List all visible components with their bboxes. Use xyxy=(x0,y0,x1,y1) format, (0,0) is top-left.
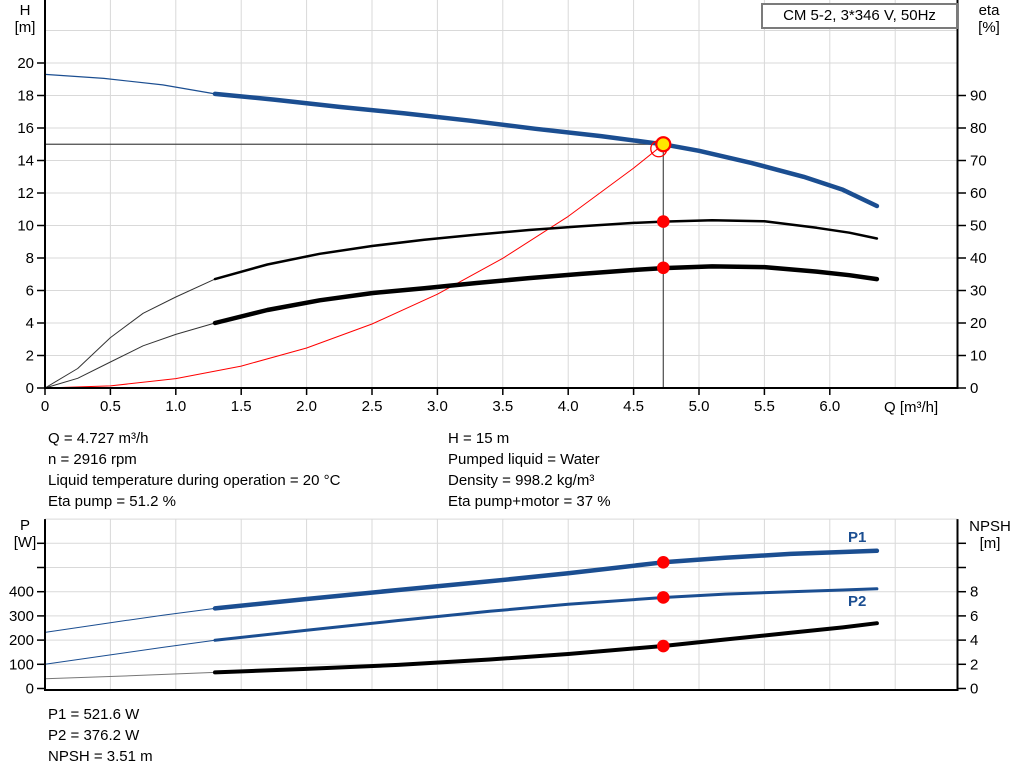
operating-dot xyxy=(656,261,670,275)
npsh-curve xyxy=(213,621,879,675)
eta-axis-title-line1: eta xyxy=(978,2,1000,19)
eta-tick-label: 20 xyxy=(970,315,987,332)
eta-pump-extension xyxy=(44,278,216,389)
info-flow: Q = 4.727 m³/h xyxy=(48,430,149,447)
result-p1: P1 = 521.6 W xyxy=(48,706,140,723)
result-p2: P2 = 376.2 W xyxy=(48,727,140,744)
q-tick-label: 3.0 xyxy=(427,398,448,415)
q-tick-label: 6.0 xyxy=(819,398,840,415)
eta-tick-label: 10 xyxy=(970,348,987,365)
h-tick-label: 2 xyxy=(26,348,34,365)
h-tick-label: 18 xyxy=(17,88,34,105)
eta-tick-label: 80 xyxy=(970,120,987,137)
q-tick-label: 1.5 xyxy=(231,398,252,415)
p2-extension xyxy=(44,639,216,665)
eta-tick-label: 50 xyxy=(970,218,987,235)
p1-curve xyxy=(212,548,880,611)
q-tick-label: 4.0 xyxy=(558,398,579,415)
h-tick-label: 10 xyxy=(17,218,34,235)
p2-curve xyxy=(213,587,879,642)
h-tick-label: 4 xyxy=(26,315,34,332)
eta-tick-label: 90 xyxy=(970,88,987,105)
h-tick-label: 14 xyxy=(17,153,34,170)
h-tick-label: 20 xyxy=(17,55,34,72)
system-curve xyxy=(44,143,664,389)
eta-tick-label: 60 xyxy=(970,185,987,202)
npsh-tick-label: 2 xyxy=(970,656,978,673)
info-eta-total: Eta pump+motor = 37 % xyxy=(448,493,611,510)
eta-pump-motor-curve xyxy=(212,264,880,326)
operating-dot xyxy=(656,591,670,604)
q-tick-label: 5.5 xyxy=(754,398,775,415)
eta-axis-title: eta [%] xyxy=(966,2,1012,36)
npsh-extension xyxy=(44,671,216,680)
p1-curve-label: P1 xyxy=(848,529,867,546)
p-tick-label: 300 xyxy=(9,608,34,625)
q-tick-label: 5.0 xyxy=(689,398,710,415)
operating-dot xyxy=(656,215,670,228)
npsh-tick-label: 0 xyxy=(970,681,978,698)
p-tick-label: 0 xyxy=(26,681,34,698)
h-axis-title-line1: H xyxy=(19,2,31,19)
h-tick-label: 16 xyxy=(17,120,34,137)
info-speed: n = 2916 rpm xyxy=(48,451,137,468)
p-axis-title-line2: [W] xyxy=(13,534,37,551)
info-head: H = 15 m xyxy=(448,430,510,447)
q-tick-label: 4.5 xyxy=(623,398,644,415)
h-tick-label: 12 xyxy=(17,185,34,202)
h-axis-title: H [m] xyxy=(6,2,44,36)
result-npsh: NPSH = 3.51 m xyxy=(48,748,153,765)
pump-curve-extension xyxy=(44,73,216,95)
npsh-axis-title: NPSH [m] xyxy=(960,518,1020,552)
operating-dot xyxy=(656,639,670,653)
info-liquid: Pumped liquid = Water xyxy=(448,451,600,468)
pump-curve xyxy=(212,91,880,209)
p-tick-label: 100 xyxy=(9,656,34,673)
eta-tick-label: 70 xyxy=(970,153,987,170)
eta-tick-label: 30 xyxy=(970,283,987,300)
eta-axis-title-line2: [%] xyxy=(978,19,1000,36)
eta-tick-label: 0 xyxy=(970,380,978,397)
pump-model-badge: CM 5-2, 3*346 V, 50Hz xyxy=(761,3,958,29)
h-tick-label: 0 xyxy=(26,380,34,397)
q-tick-label: 1.0 xyxy=(165,398,186,415)
npsh-axis-title-line2: [m] xyxy=(979,535,1001,552)
p-axis-title-line1: P xyxy=(19,517,30,534)
q-tick-label: 0 xyxy=(41,398,49,415)
h-tick-label: 6 xyxy=(26,283,34,300)
p-tick-label: 200 xyxy=(9,632,34,649)
p2-curve-label: P2 xyxy=(848,593,867,610)
duty-point-marker xyxy=(655,136,672,153)
q-tick-label: 0.5 xyxy=(100,398,121,415)
p-tick-label: 400 xyxy=(9,584,34,601)
p1-extension xyxy=(44,607,216,633)
info-temperature: Liquid temperature during operation = 20… xyxy=(48,472,341,489)
q-tick-label: 3.5 xyxy=(492,398,513,415)
operating-dot xyxy=(656,555,670,569)
h-tick-label: 8 xyxy=(26,250,34,267)
eta-pump-curve xyxy=(213,219,879,281)
npsh-tick-label: 8 xyxy=(970,584,978,601)
npsh-axis-title-line1: NPSH xyxy=(969,518,1011,535)
p-axis-title: P [W] xyxy=(6,517,44,551)
h-axis-title-line2: [m] xyxy=(14,19,36,36)
eta-pump-motor-extension xyxy=(44,322,216,389)
npsh-tick-label: 6 xyxy=(970,608,978,625)
info-eta-pump: Eta pump = 51.2 % xyxy=(48,493,176,510)
q-tick-label: 2.5 xyxy=(362,398,383,415)
q-tick-label: 2.0 xyxy=(296,398,317,415)
eta-tick-label: 40 xyxy=(970,250,987,267)
npsh-tick-label: 4 xyxy=(970,632,978,649)
info-density: Density = 998.2 kg/m³ xyxy=(448,472,595,489)
q-axis-title: Q [m³/h] xyxy=(884,399,939,416)
